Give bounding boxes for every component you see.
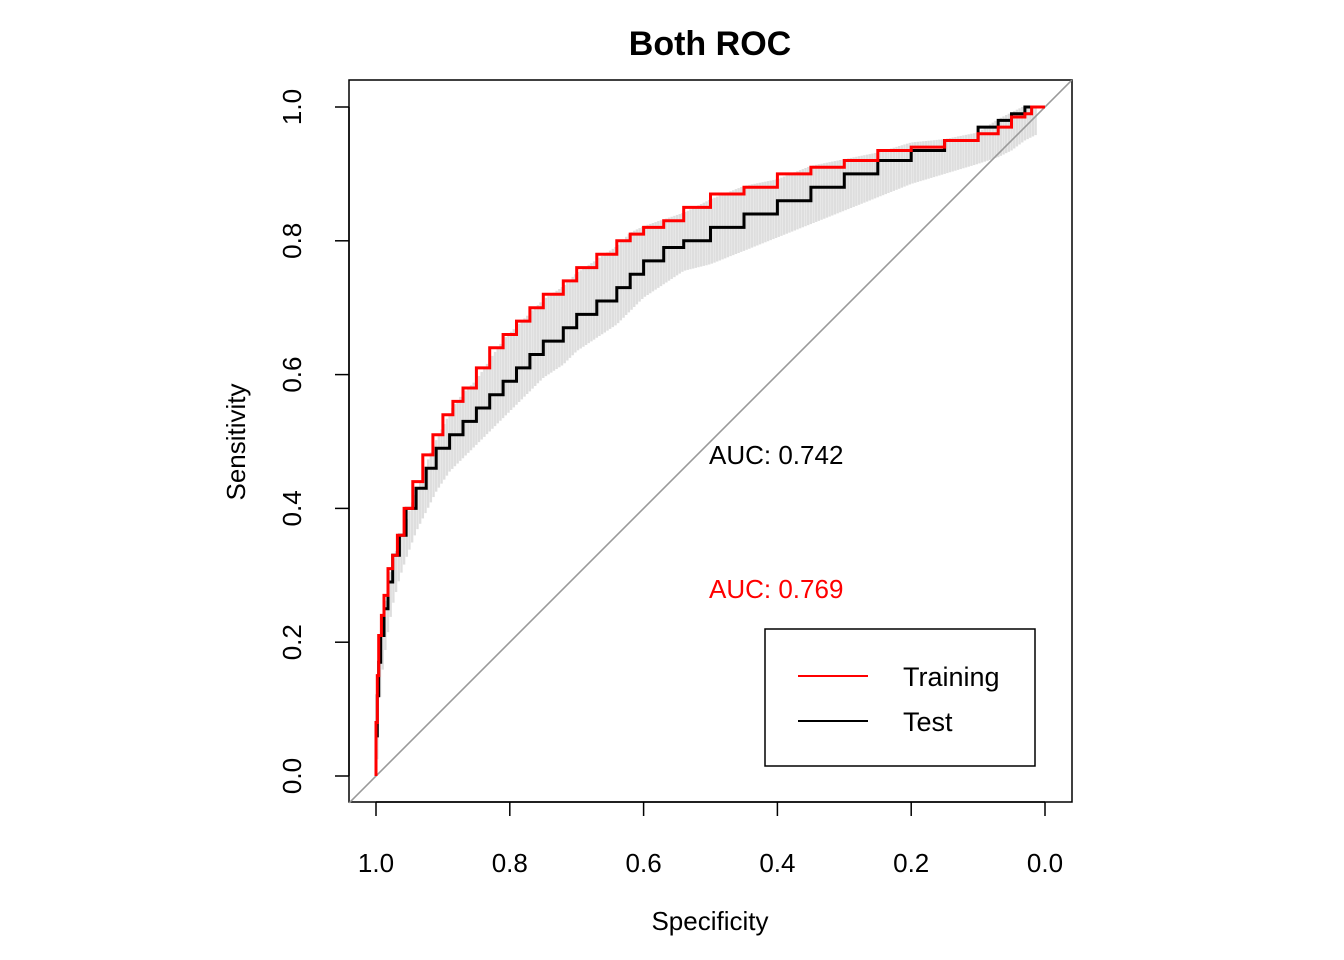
series-line-training bbox=[374, 105, 1045, 776]
y-tick-label: 1.0 bbox=[277, 89, 307, 125]
y-tick-label: 0.0 bbox=[277, 758, 307, 794]
legend-box bbox=[764, 628, 1036, 767]
x-axis-label: Specificity bbox=[651, 906, 768, 936]
x-tick-label: 0.6 bbox=[626, 848, 662, 878]
auc-label-test: AUC: 0.742 bbox=[709, 440, 843, 470]
x-tick-label: 0.2 bbox=[893, 848, 929, 878]
diagonal-reference-line bbox=[348, 79, 1073, 804]
y-tick-label: 0.6 bbox=[277, 357, 307, 393]
axes: 1.0 0.8 0.6 0.4 0.2 0.0 0.0 0.2 0.4 0.6 0.8 1.0 bbox=[277, 89, 1063, 878]
x-tick-label: 1.0 bbox=[358, 848, 394, 878]
series-layer bbox=[374, 105, 1045, 776]
y-tick-label: 0.2 bbox=[277, 624, 307, 660]
legend-label-training: Training bbox=[903, 662, 1000, 692]
auc-labels: AUC: 0.742 AUC: 0.769 bbox=[709, 440, 843, 604]
chart-title: Both ROC bbox=[629, 25, 791, 63]
x-tick-label: 0.0 bbox=[1027, 848, 1063, 878]
legend-label-test: Test bbox=[903, 707, 953, 737]
auc-label-training: AUC: 0.769 bbox=[709, 574, 843, 604]
y-axis-label: Sensitivity bbox=[221, 383, 251, 500]
y-tick-label: 0.4 bbox=[277, 490, 307, 526]
x-tick-label: 0.8 bbox=[492, 848, 528, 878]
x-tick-label: 0.4 bbox=[759, 848, 795, 878]
confidence-band bbox=[376, 107, 1037, 760]
y-tick-label: 0.8 bbox=[277, 223, 307, 259]
legend: Training Test bbox=[764, 628, 1036, 767]
